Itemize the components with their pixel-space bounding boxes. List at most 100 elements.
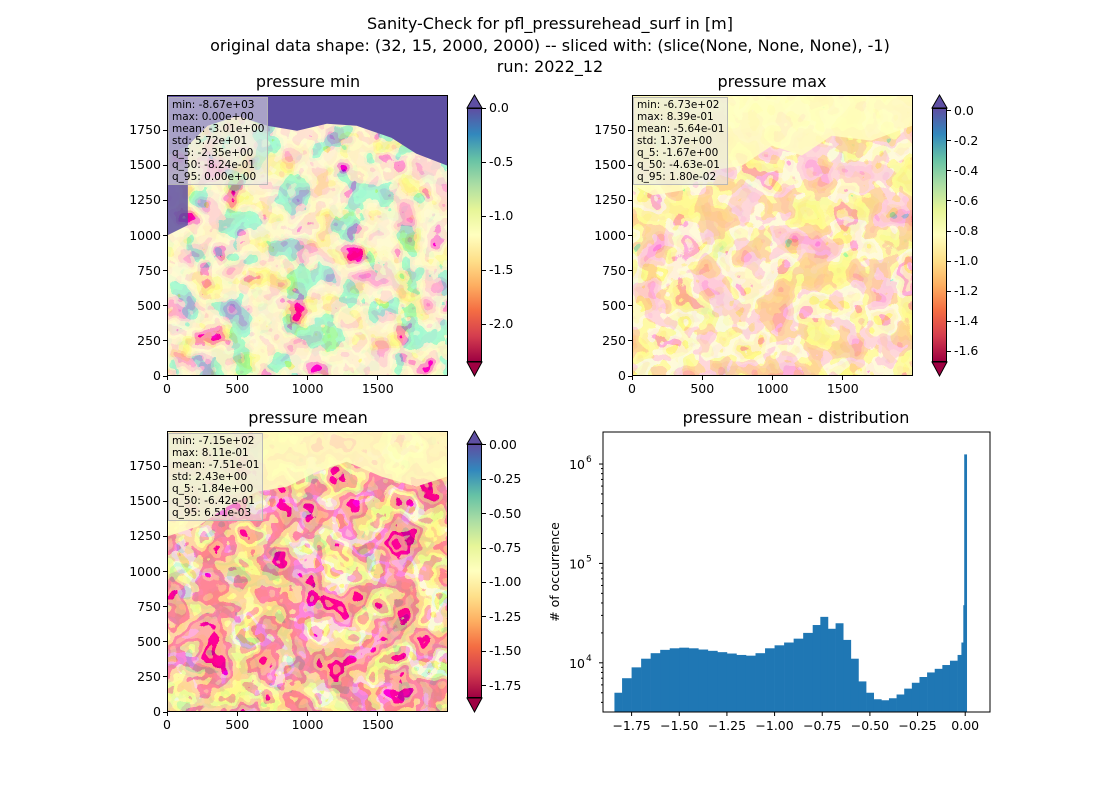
x-tick-label: 0 (163, 717, 171, 732)
x-tick-mark (236, 376, 238, 380)
stat-line: max: 8.39e-01 (637, 111, 714, 123)
colorbar-tick-mark (947, 140, 951, 142)
x-tick-mark (842, 376, 844, 380)
histogram-x-tick-label: 0.00 (951, 718, 979, 733)
histogram-bar (660, 649, 671, 712)
histogram-x-tick-label: −0.25 (898, 718, 936, 733)
y-tick-label: 1500 (129, 493, 161, 509)
histogram-frame (602, 431, 991, 713)
x-tick-label: 1500 (826, 381, 859, 396)
x-tick-mark (166, 376, 168, 380)
colorbar-tick-label: -0.6 (954, 192, 979, 208)
histogram-bar (858, 681, 867, 712)
stat-line: mean: -3.01e+00 (172, 123, 265, 135)
x-tick-label: 500 (225, 717, 250, 732)
histogram-bar (793, 638, 804, 712)
y-tick-label: 500 (137, 633, 161, 649)
x-tick-mark (236, 712, 238, 716)
panel-mean-title: pressure mean (248, 408, 368, 427)
y-tick-mark (163, 129, 167, 131)
y-tick-mark (163, 199, 167, 201)
histogram-y-tick-exponent: 6 (586, 455, 592, 465)
histogram-bar (812, 625, 821, 712)
histogram-y-tick-label: 10 (569, 457, 585, 472)
panel-max-axes: min: -6.73e+02 max: 8.39e-01 mean: -5.64… (632, 95, 913, 376)
y-tick-label: 750 (137, 262, 161, 278)
y-tick-mark (163, 375, 167, 377)
panel-max-colorbar-caps (931, 93, 948, 378)
y-tick-label: 750 (602, 262, 626, 278)
x-tick-mark (631, 376, 633, 380)
histogram-y-axis-label: # of occurrence (547, 522, 562, 622)
histogram-bar (736, 654, 747, 712)
colorbar-tick-mark (947, 230, 951, 232)
y-tick-mark (628, 270, 632, 272)
y-tick-label: 500 (137, 297, 161, 313)
y-tick-label: 750 (137, 598, 161, 614)
histogram-bar (827, 628, 836, 712)
colorbar-tick-mark (482, 478, 486, 480)
histogram-x-tick-label: −1.50 (660, 718, 698, 733)
histogram-y-tick-label: 10 (569, 656, 585, 671)
colorbar-tick-label: 0.0 (954, 102, 974, 118)
colorbar-tick-label: -1.0 (954, 253, 979, 269)
y-tick-mark (163, 535, 167, 537)
colorbar-tick-mark (482, 547, 486, 549)
x-tick-mark (307, 712, 308, 716)
histogram-bar (843, 639, 852, 712)
x-tick-label: 500 (690, 381, 715, 396)
stat-line: q_5: -2.35e+00 (172, 147, 254, 159)
panel-max-statbox: min: -6.73e+02 max: 8.39e-01 mean: -5.64… (633, 97, 729, 185)
histogram-bar (957, 654, 962, 712)
colorbar-tick-mark (947, 350, 951, 352)
colorbar-tick-mark (947, 320, 951, 322)
y-tick-mark (163, 340, 167, 342)
histogram-bar (614, 692, 623, 712)
stat-line: min: -6.73e+02 (637, 99, 720, 111)
histogram-bar (942, 665, 951, 712)
histogram-bar (622, 678, 632, 712)
histogram-bar (866, 692, 875, 712)
x-tick-label: 1000 (291, 381, 324, 396)
histogram-bar (765, 648, 775, 712)
stat-line: mean: -7.51e-01 (172, 459, 260, 471)
colorbar-tick-label: -1.75 (489, 677, 522, 693)
colorbar-tick-mark (482, 269, 486, 271)
y-tick-label: 1500 (594, 157, 626, 173)
histogram-x-tick-label: −1.00 (755, 718, 793, 733)
colorbar-tick-label: -0.4 (954, 162, 979, 178)
stat-line: max: 8.11e-01 (172, 447, 249, 459)
colorbar-tick-mark (482, 444, 486, 446)
histogram-bar (698, 649, 709, 712)
figure-title-line-2: original data shape: (32, 15, 2000, 2000… (210, 36, 890, 55)
x-tick-mark (166, 712, 168, 716)
y-tick-label: 1250 (129, 192, 161, 208)
y-tick-label: 0 (153, 704, 161, 719)
x-tick-mark (377, 712, 379, 716)
colorbar-tick-label: -1.25 (489, 608, 522, 624)
y-tick-label: 0 (618, 368, 626, 383)
y-tick-mark (163, 164, 167, 166)
stat-line: q_50: -6.42e-01 (172, 495, 255, 507)
histogram-bar (927, 672, 936, 712)
histogram-bar (679, 647, 690, 712)
panel-min-axes: min: -8.67e+03 max: 0.00e+00 mean: -3.01… (167, 95, 448, 376)
colorbar-tick-label: -1.00 (489, 574, 522, 590)
colorbar-tick-label: -1.0 (489, 208, 514, 224)
histogram-y-tick-exponent: 4 (586, 654, 592, 664)
histogram-y-tick-exponent: 5 (586, 554, 592, 564)
colorbar-tick-label: -1.2 (954, 283, 979, 299)
y-tick-label: 1750 (129, 458, 161, 474)
x-tick-mark (377, 376, 379, 380)
histogram-bar (631, 667, 642, 712)
histogram-bar (688, 648, 699, 712)
colorbar-tick-label: -1.4 (954, 313, 979, 329)
histogram-bar (835, 623, 844, 712)
colorbar-tick-mark (482, 581, 486, 583)
colorbar-tick-mark (482, 685, 486, 687)
colorbar-tick-mark (482, 616, 486, 618)
y-tick-label: 250 (137, 668, 161, 684)
histogram-title: pressure mean - distribution (682, 408, 910, 427)
colorbar-tick-mark (482, 161, 486, 163)
y-tick-label: 1750 (594, 122, 626, 138)
